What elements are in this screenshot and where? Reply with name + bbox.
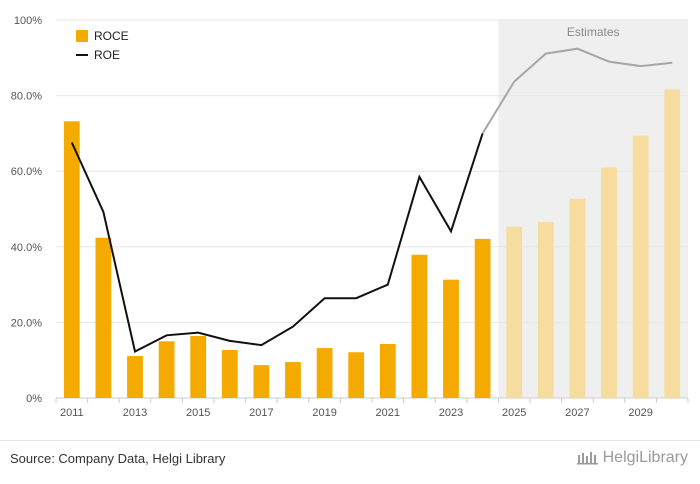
y-axis-ticks: 0% 20.0% 40.0% 60.0% 80.0% 100% <box>11 15 42 405</box>
chart: Estimates 0% 20.0% 40.0% 60.0% 80.0% 100% 201… <box>11 15 689 419</box>
roce-bar <box>316 348 333 398</box>
roce-bar <box>221 349 238 398</box>
legend-label-roe: ROE <box>94 48 120 62</box>
roce-bars <box>63 89 681 398</box>
roce-bar <box>63 121 80 398</box>
roce-bar <box>379 343 396 398</box>
roe-line-estimate <box>481 47 673 134</box>
roce-bar <box>443 279 459 398</box>
x-tick-label: 2019 <box>312 407 336 419</box>
source-note: Source: Company Data, Helgi Library <box>10 451 226 466</box>
roce-bar <box>95 237 112 398</box>
roce-bar <box>127 356 143 398</box>
roce-bar <box>348 352 365 398</box>
roce-bar <box>601 167 617 398</box>
roce-bar <box>474 238 491 398</box>
x-tick-label: 2015 <box>186 407 210 419</box>
roce-bar <box>537 221 554 398</box>
x-tick-label: 2025 <box>502 407 526 419</box>
roce-bar <box>411 254 428 398</box>
library-logo-icon <box>576 452 598 465</box>
legend-swatch-roce <box>76 30 88 42</box>
x-axis: 2011 2013 2015 2017 2019 2021 2023 2025 2027 2029 <box>55 398 689 419</box>
brand-logo: HelgiLibrary <box>576 449 688 467</box>
roe-line <box>70 47 673 353</box>
y-tick-label: 80.0% <box>11 91 42 103</box>
y-tick-label: 60.0% <box>11 166 42 178</box>
roce-bar <box>506 226 523 398</box>
x-tick-label: 2017 <box>249 407 273 419</box>
x-tick-label: 2027 <box>565 407 589 419</box>
y-tick-label: 40.0% <box>11 242 42 254</box>
roce-bar <box>664 89 681 398</box>
roce-bar <box>569 198 586 398</box>
roce-bar <box>190 336 207 398</box>
y-tick-label: 20.0% <box>11 317 42 329</box>
estimates-label: Estimates <box>567 25 620 39</box>
x-tick-label: 2013 <box>123 407 147 419</box>
x-tick-label: 2029 <box>628 407 652 419</box>
roce-bar <box>253 365 270 398</box>
x-tick-label: 2021 <box>376 407 400 419</box>
x-tick-label: 2011 <box>60 407 84 419</box>
y-tick-label: 0% <box>26 393 42 405</box>
legend-label-roce: ROCE <box>94 29 129 43</box>
roce-bar <box>285 362 301 398</box>
roce-bar <box>632 135 649 398</box>
roe-line-actual <box>70 133 484 353</box>
estimates-region <box>498 20 688 398</box>
brand-name: HelgiLibrary <box>602 449 688 466</box>
y-tick-label: 100% <box>14 15 42 27</box>
legend: ROCE ROE <box>76 29 129 62</box>
x-tick-label: 2023 <box>439 407 463 419</box>
roce-bar <box>158 341 175 398</box>
